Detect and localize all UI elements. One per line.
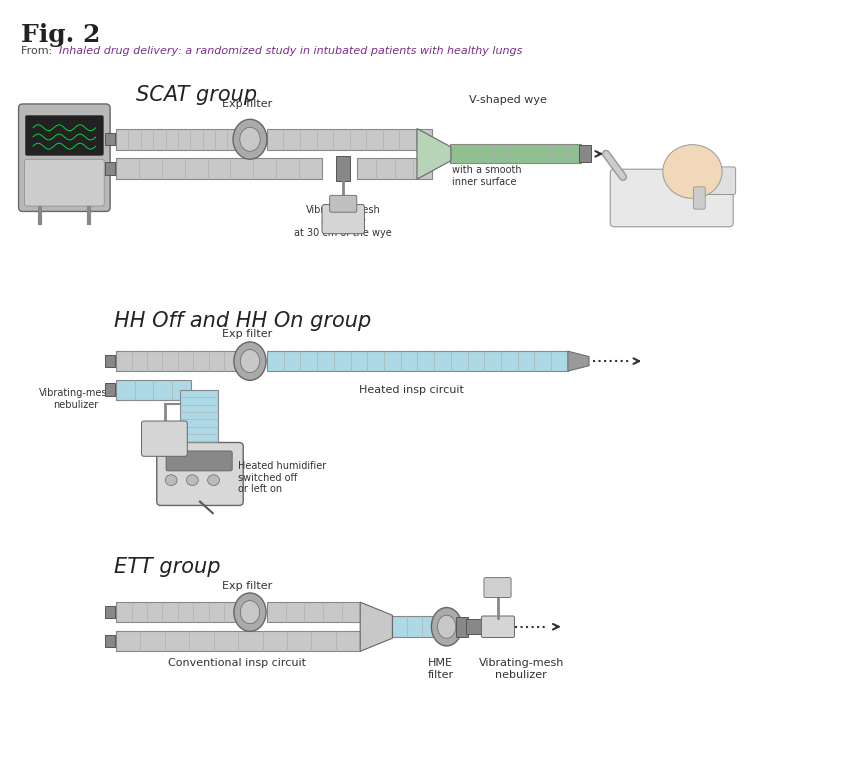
Text: Inhaled drug delivery: a randomized study in intubated patients with healthy lun: Inhaled drug delivery: a randomized stud… (59, 47, 523, 57)
Text: Heated humidifier
switched off
or left on: Heated humidifier switched off or left o… (238, 461, 326, 494)
Polygon shape (568, 352, 589, 371)
Bar (105, 355, 116, 367)
Bar (105, 133, 116, 145)
FancyBboxPatch shape (157, 442, 243, 505)
FancyBboxPatch shape (484, 577, 511, 598)
Bar (105, 383, 116, 396)
FancyBboxPatch shape (330, 196, 357, 212)
FancyBboxPatch shape (116, 632, 360, 651)
FancyBboxPatch shape (116, 379, 191, 400)
FancyBboxPatch shape (267, 352, 568, 371)
Text: Exp filter: Exp filter (223, 329, 272, 339)
Text: Fig. 2: Fig. 2 (21, 23, 100, 47)
FancyBboxPatch shape (26, 116, 104, 155)
Text: Vibrating-mesh
nebulizer
at 30 cm of the wye: Vibrating-mesh nebulizer at 30 cm of the… (294, 206, 392, 238)
Bar (336, 156, 350, 181)
Text: Insp circuit
with a smooth
inner surface: Insp circuit with a smooth inner surface (452, 154, 521, 187)
Circle shape (208, 475, 219, 486)
Text: HME
filter: HME filter (428, 658, 454, 680)
FancyBboxPatch shape (166, 451, 232, 471)
Ellipse shape (241, 601, 259, 624)
Text: Exp filter: Exp filter (223, 99, 272, 109)
FancyBboxPatch shape (141, 421, 187, 456)
Circle shape (187, 475, 199, 486)
Ellipse shape (437, 615, 455, 638)
Ellipse shape (234, 593, 266, 632)
FancyBboxPatch shape (610, 169, 733, 227)
Ellipse shape (233, 120, 267, 159)
Polygon shape (360, 602, 392, 651)
FancyBboxPatch shape (116, 129, 240, 150)
Polygon shape (417, 129, 451, 179)
FancyBboxPatch shape (267, 129, 432, 150)
Text: Vibrating-mesh
nebulizer: Vibrating-mesh nebulizer (479, 658, 564, 680)
Ellipse shape (431, 608, 462, 646)
FancyBboxPatch shape (392, 616, 437, 638)
Ellipse shape (240, 127, 260, 151)
Bar (467, 619, 483, 635)
Text: V-shaped wye: V-shaped wye (469, 95, 547, 106)
FancyBboxPatch shape (116, 602, 240, 622)
FancyBboxPatch shape (450, 144, 580, 164)
Bar (456, 617, 468, 637)
Bar (105, 606, 116, 618)
Bar (105, 636, 116, 647)
Text: HH Off and HH On group: HH Off and HH On group (115, 311, 372, 331)
FancyBboxPatch shape (693, 187, 705, 210)
FancyBboxPatch shape (322, 205, 365, 234)
Text: Vibrating-mesh
nebulizer: Vibrating-mesh nebulizer (39, 388, 114, 410)
FancyBboxPatch shape (116, 352, 240, 371)
Text: SCAT group: SCAT group (135, 85, 257, 105)
FancyBboxPatch shape (680, 167, 735, 195)
FancyBboxPatch shape (181, 390, 217, 449)
Circle shape (165, 475, 177, 486)
Text: From:: From: (21, 47, 56, 57)
FancyBboxPatch shape (116, 158, 322, 179)
Text: Heated insp circuit: Heated insp circuit (359, 385, 463, 395)
FancyBboxPatch shape (19, 104, 110, 211)
Bar (579, 145, 591, 162)
Text: ETT group: ETT group (115, 557, 221, 577)
Text: Exp filter: Exp filter (223, 580, 272, 591)
Ellipse shape (241, 350, 259, 372)
Ellipse shape (234, 342, 266, 380)
FancyBboxPatch shape (357, 158, 432, 179)
Circle shape (663, 144, 722, 199)
FancyBboxPatch shape (25, 159, 104, 206)
Bar (105, 162, 116, 175)
FancyBboxPatch shape (481, 616, 514, 638)
FancyBboxPatch shape (267, 602, 360, 622)
Text: Conventional insp circuit: Conventional insp circuit (169, 658, 306, 668)
